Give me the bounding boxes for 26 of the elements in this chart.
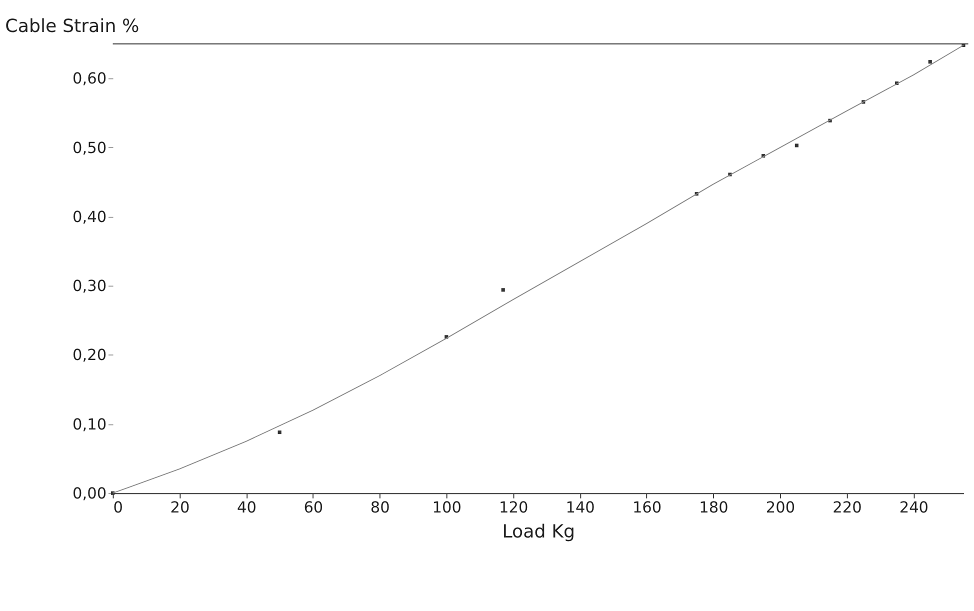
- y-tick-label: 0,60: [72, 70, 107, 88]
- y-axis-title: Cable Strain %: [5, 16, 140, 37]
- x-axis-title: Load Kg: [502, 522, 575, 543]
- point: [794, 144, 798, 148]
- x-tick-label: 80: [370, 498, 390, 517]
- y-tick-label: 0,40: [72, 208, 107, 226]
- x-tick-label: 140: [566, 498, 595, 517]
- x-tick-label: 20: [170, 498, 190, 517]
- x-tick-label: 160: [632, 498, 662, 517]
- y-tick-label: 0,10: [72, 415, 107, 434]
- x-tick-label: 220: [832, 498, 862, 517]
- y-tick-label: 0,50: [72, 138, 107, 157]
- point: [501, 288, 505, 292]
- x-tick-label: 180: [699, 498, 728, 517]
- x-tick-label: 200: [766, 498, 796, 517]
- x-tick-label: 60: [304, 498, 324, 517]
- x-tick-label: 40: [236, 498, 256, 517]
- x-tick-label: 240: [899, 498, 929, 517]
- x-tick-label: 100: [432, 498, 462, 517]
- point: [928, 60, 932, 64]
- point: [278, 430, 282, 434]
- y-tick-label: 0,20: [72, 346, 107, 364]
- y-tick-label: 0,30: [72, 277, 107, 296]
- x-tick-label: 120: [499, 498, 528, 517]
- x-tick-label: 0: [113, 498, 123, 517]
- y-tick-label: 0,00: [72, 484, 107, 502]
